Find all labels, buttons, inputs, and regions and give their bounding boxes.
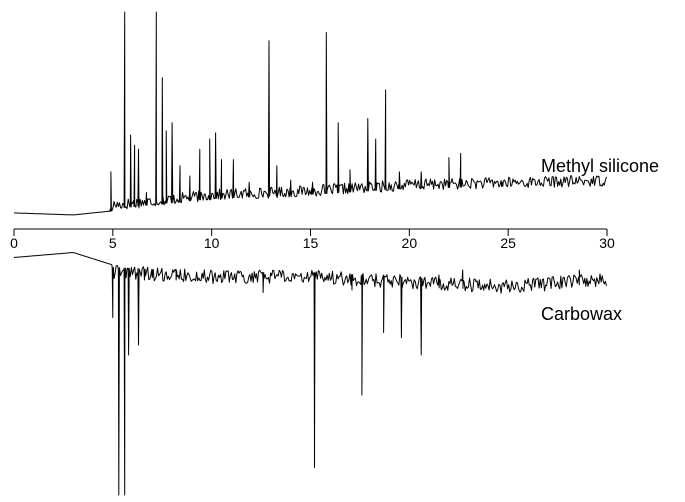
traces [13, 11, 607, 496]
x-tick-label: 25 [500, 235, 516, 251]
series-labels: Methyl silicone Carbowax [541, 156, 659, 324]
series-label-carbowax: Carbowax [541, 304, 622, 324]
x-axis: 0 5 10 15 20 25 30 [10, 228, 615, 251]
x-tick-label: 5 [109, 235, 117, 251]
trace-carbowax [13, 252, 607, 496]
x-tick-label: 30 [599, 235, 615, 251]
x-tick-label: 15 [303, 235, 319, 251]
x-tick-label: 20 [402, 235, 418, 251]
x-tick-label: 0 [10, 235, 18, 251]
trace-methyl-silicone [14, 11, 607, 216]
x-tick-label: 10 [204, 235, 220, 251]
series-label-methyl-silicone: Methyl silicone [541, 156, 659, 176]
